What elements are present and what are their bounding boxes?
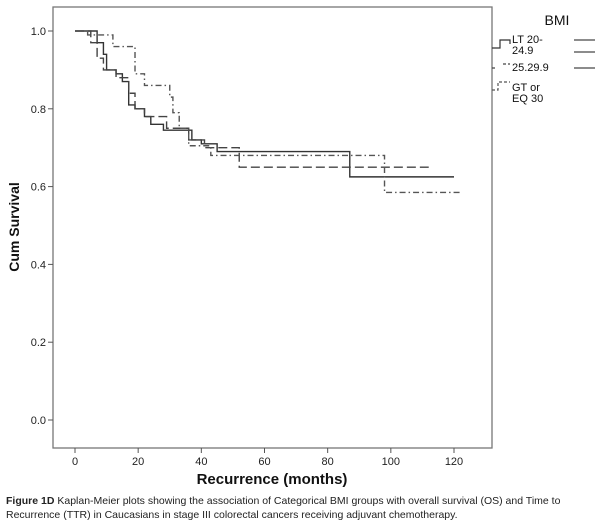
x-axis-label: Recurrence (months) — [197, 471, 348, 488]
survival-curve-3 — [75, 30, 461, 194]
legend-swatch — [492, 81, 510, 91]
legend-title: BMI — [545, 12, 570, 28]
legend-label: LT 20- — [512, 34, 543, 46]
y-tick-label: 0.6 — [31, 182, 46, 194]
caption-label: Figure 1D — [6, 495, 55, 507]
x-tick-label: 0 — [72, 456, 78, 468]
legend-label: 25.29.9 — [512, 62, 549, 74]
y-tick-label: 0.8 — [31, 104, 46, 116]
figure-caption: Figure 1D Kaplan-Meier plots showing the… — [6, 494, 596, 522]
y-tick-label: 0.4 — [31, 259, 46, 271]
y-tick-label: 1.0 — [31, 26, 46, 38]
x-tick-label: 60 — [258, 456, 270, 468]
x-tick-label: 80 — [322, 456, 334, 468]
legend-swatch — [492, 63, 510, 69]
x-tick-label: 120 — [445, 456, 463, 468]
x-tick-label: 100 — [382, 456, 400, 468]
legend-label: EQ 30 — [512, 93, 543, 105]
y-tick-label: 0.0 — [31, 415, 46, 427]
x-tick-label: 40 — [195, 456, 207, 468]
plot-frame — [52, 6, 493, 449]
legend-label: GT or — [512, 82, 540, 94]
km-chart: 0.0 0.2 0.4 0.6 0.8 1.0 0 20 40 60 80 100 120 Cum S… — [6, 6, 595, 488]
caption-text: Kaplan-Meier plots showing the associati… — [6, 495, 561, 521]
survival-curve-2 — [75, 30, 429, 168]
legend-label: 24.9 — [512, 45, 533, 57]
legend-item: 25.29.9 — [492, 51, 595, 74]
x-tick-label: 20 — [132, 456, 144, 468]
legend-swatch — [492, 39, 511, 49]
y-axis-label: Cum Survival — [6, 182, 22, 271]
y-tick-label: 0.2 — [31, 337, 46, 349]
legend-item: LT 20-24.9 — [492, 34, 595, 57]
